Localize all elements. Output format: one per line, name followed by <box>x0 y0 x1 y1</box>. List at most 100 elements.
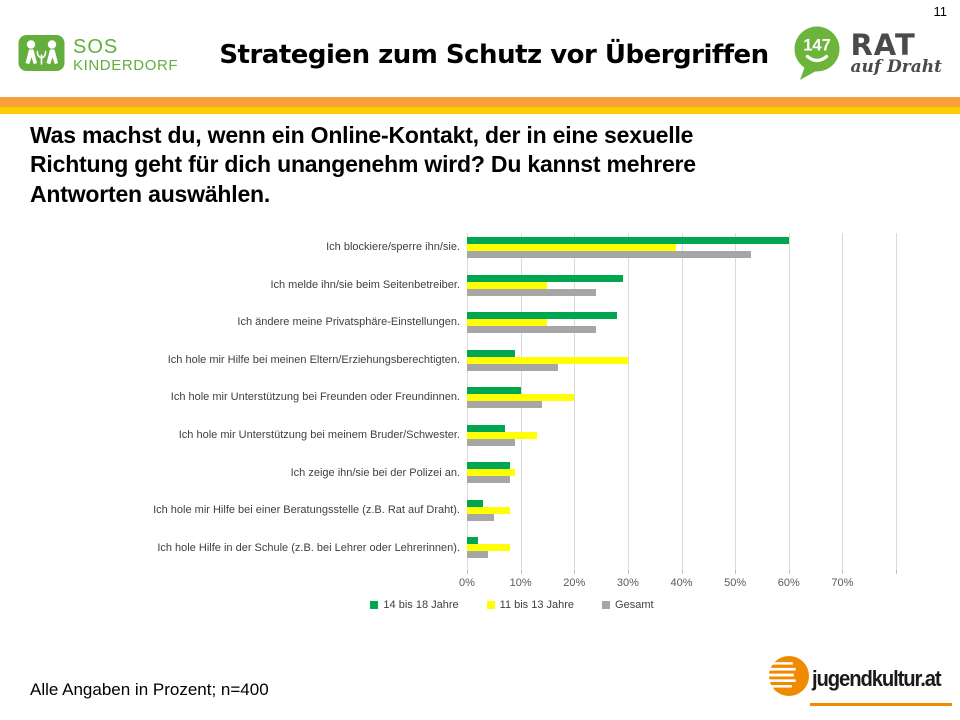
divider-bar <box>0 97 960 114</box>
jugendkultur-logo: jugendkultur.at <box>767 655 952 706</box>
rat-auf-draht-logo: 147 RAT auf Draht <box>772 25 942 86</box>
bar-zone <box>467 346 896 384</box>
x-tick-label: 70% <box>831 577 854 589</box>
bar-series-2 <box>467 506 510 514</box>
page-number: 11 <box>933 4 948 19</box>
x-tick-label: 0% <box>459 577 475 589</box>
x-axis: 0% 10% 20% 30% 40% 50% 60% 70% <box>459 570 897 596</box>
bar-series-3 <box>467 551 489 559</box>
x-tick-mark <box>842 570 844 574</box>
bar-series-2 <box>467 356 628 364</box>
bar-series-3 <box>467 251 752 258</box>
bar-series-2 <box>467 544 510 552</box>
category-label: Ich hole mir Hilfe bei meinen Eltern/Erz… <box>167 353 460 366</box>
gridline <box>896 233 897 571</box>
x-tick-mark <box>627 570 629 574</box>
bar-zone <box>467 233 896 271</box>
bar-zone <box>467 308 896 346</box>
chart-row: Ich zeige ihn/sie bei der Polizei an. <box>30 458 896 496</box>
bar-series-2 <box>467 319 548 327</box>
x-tick-mark <box>520 570 522 574</box>
chart-row: Ich hole mir Unterstützung bei Freunden … <box>30 383 896 421</box>
bar-series-2 <box>467 244 677 251</box>
x-tick-mark <box>735 570 737 574</box>
bar-series-1 <box>467 237 789 244</box>
jugendkultur-globe-icon <box>767 655 810 702</box>
legend-swatch <box>486 601 495 609</box>
sos-kinderdorf-icon <box>18 34 65 77</box>
legend-label: 14 bis 18 Jahre <box>383 599 459 611</box>
gridline <box>627 233 629 571</box>
bar-series-3 <box>467 288 596 296</box>
chart-row: Ich hole mir Hilfe bei einer Beratungsst… <box>30 496 896 534</box>
bar-zone <box>467 496 896 534</box>
x-tick-mark <box>788 570 790 574</box>
jugendkultur-logo-text: jugendkultur.at <box>812 665 942 691</box>
x-tick-mark <box>467 570 468 574</box>
slide-title: Strategien zum Schutz vor Übergriffen <box>219 40 769 70</box>
x-tick-label: 60% <box>777 577 800 589</box>
category-label: Ich hole mir Unterstützung bei Freunden … <box>170 391 460 404</box>
question-text: Was machst du, wenn ein Online-Kontakt, … <box>30 121 920 209</box>
footer-note: Alle Angaben in Prozent; n=400 <box>30 680 269 699</box>
bar-series-1 <box>467 537 478 545</box>
jugendkultur-logo-row: jugendkultur.at <box>767 655 952 702</box>
rat-wordmark-line2: auf Draht <box>850 57 942 78</box>
category-label: Ich hole mir Hilfe bei einer Beratungsst… <box>153 504 460 517</box>
bar-zone <box>467 421 896 459</box>
x-tick-mark <box>574 570 576 574</box>
question-line-1: Was machst du, wenn ein Online-Kontakt, … <box>30 122 694 148</box>
bar-series-2 <box>467 469 516 477</box>
bar-zone <box>467 383 896 421</box>
category-label: Ich melde ihn/sie beim Seitenbetreiber. <box>270 278 460 291</box>
bar-series-1 <box>467 387 521 395</box>
bar-series-1 <box>467 424 505 432</box>
legend-label: Gesamt <box>615 599 654 611</box>
rat-auf-draht-wordmark: RAT auf Draht <box>850 27 942 78</box>
legend-swatch <box>370 601 379 609</box>
bar-series-1 <box>467 462 510 470</box>
bar-series-1 <box>467 349 516 357</box>
bar-series-3 <box>467 476 510 484</box>
category-label: Ich hole Hilfe in der Schule (z.B. bei L… <box>157 541 460 554</box>
bar-zone <box>467 533 896 571</box>
question-line-2: Richtung geht für dich unangenehm wird? … <box>30 151 696 178</box>
chart-row: Ich ändere meine Privatsphäre-Einstellun… <box>30 308 896 346</box>
legend-item: 14 bis 18 Jahre <box>370 599 459 611</box>
bar-series-3 <box>467 401 543 409</box>
chart-legend: 14 bis 18 Jahre 11 bis 13 Jahre Gesamt <box>92 599 932 611</box>
bar-series-2 <box>467 281 548 289</box>
bar-series-3 <box>467 513 494 521</box>
chart-rows: Ich blockiere/sperre ihn/sie. Ich melde i… <box>30 233 896 571</box>
legend-label: 11 bis 13 Jahre <box>499 599 575 611</box>
bar-series-2 <box>467 431 537 439</box>
divider-yellow-stripe <box>0 107 960 114</box>
x-tick-label: 10% <box>509 577 532 589</box>
chart-row: Ich hole Hilfe in der Schule (z.B. bei L… <box>30 533 896 571</box>
x-tick-label: 50% <box>724 577 747 589</box>
sos-wordmark-line2: KINDERDORF <box>73 56 179 74</box>
x-tick-mark <box>896 570 897 574</box>
gridline <box>681 233 683 571</box>
rat-147-speech-bubble-icon: 147 <box>791 25 843 86</box>
x-tick-label: 20% <box>563 577 586 589</box>
gridline <box>574 233 576 571</box>
category-label: Ich ändere meine Privatsphäre-Einstellun… <box>237 316 460 329</box>
x-tick-mark <box>681 570 683 574</box>
gridline <box>842 233 844 571</box>
category-label: Ich blockiere/sperre ihn/sie. <box>326 241 460 254</box>
bar-chart: Ich blockiere/sperre ihn/sie. Ich melde i… <box>30 233 897 571</box>
bar-series-3 <box>467 326 596 334</box>
rat-wordmark-line1: RAT <box>850 27 916 62</box>
jugendkultur-logo-underline <box>810 703 952 706</box>
header: SOS KINDERDORF Strategien zum Schutz vor… <box>18 16 942 94</box>
bar-series-1 <box>467 499 484 507</box>
question-line-3: Antworten auswählen. <box>30 180 271 207</box>
legend-swatch <box>602 601 611 609</box>
gridline <box>735 233 737 571</box>
category-label: Ich hole mir Unterstützung bei meinem Br… <box>178 429 460 441</box>
chart-row: Ich melde ihn/sie beim Seitenbetreiber. <box>30 271 896 309</box>
rat-147-label: 147 <box>804 36 832 54</box>
bar-series-3 <box>467 363 559 371</box>
